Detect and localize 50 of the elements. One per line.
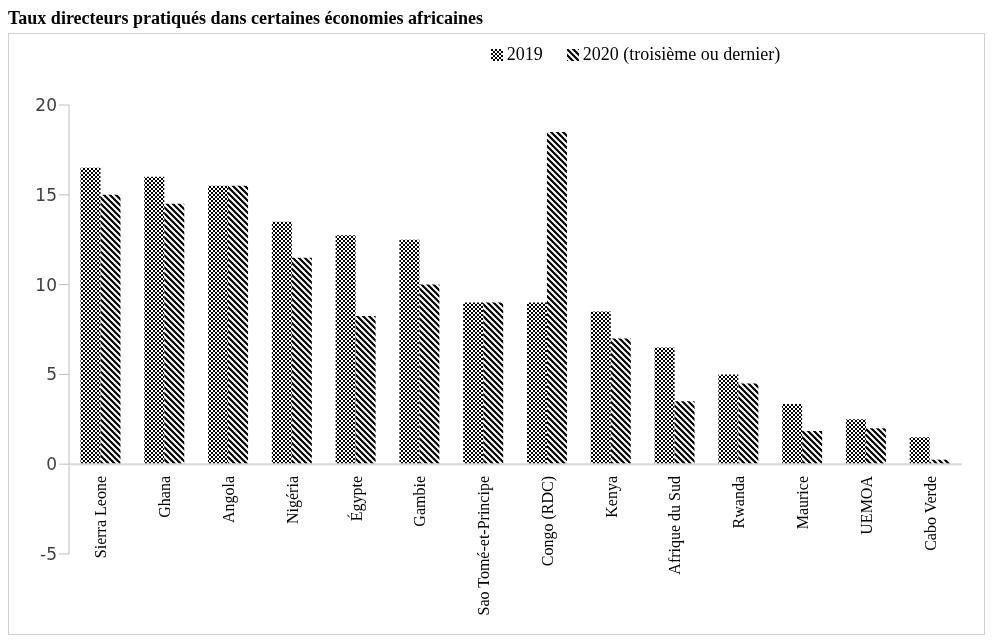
bar (208, 185, 229, 465)
bar (738, 383, 759, 465)
legend-label: 2019 (505, 44, 543, 65)
y-tick-label: 5 (46, 364, 57, 385)
bar (483, 302, 504, 465)
y-tick-label: 0 (46, 454, 57, 475)
bar (865, 428, 886, 465)
x-tick-label: UEMOA (857, 475, 875, 535)
bar (654, 347, 675, 465)
bar (546, 131, 567, 465)
bar (845, 419, 866, 465)
x-tick-label: Égypte (346, 476, 366, 522)
bar (590, 311, 611, 465)
bar (80, 167, 101, 465)
x-tick-label: Ghana (156, 476, 174, 518)
bar (718, 374, 739, 465)
x-tick-label: Gambie (411, 476, 429, 527)
bar (463, 302, 484, 465)
legend-label: 2020 (troisième ou dernier) (581, 44, 781, 65)
x-tick-label: Sao Tomé-et-Principe (475, 476, 494, 616)
bar (610, 338, 631, 465)
bar (100, 194, 121, 465)
bar (782, 404, 803, 465)
chart-title: Taux directeurs pratiqués dans certaines économies africaines (8, 8, 484, 29)
bar (164, 203, 185, 465)
x-tick-label: Rwanda (730, 476, 748, 529)
x-tick-label: Sierra Leone (92, 476, 110, 559)
bar (228, 185, 249, 465)
bar (526, 302, 547, 465)
bar (909, 437, 930, 465)
bar (399, 239, 420, 465)
x-tick-label: Afrique du Sud (666, 476, 685, 575)
x-tick-label: Maurice (794, 476, 812, 530)
y-tick-label: -5 (40, 544, 57, 565)
x-tick-label: Angola (219, 476, 238, 524)
bar (144, 176, 165, 465)
bar (674, 401, 695, 465)
y-tick-label: 20 (35, 95, 57, 116)
bar (335, 235, 356, 465)
x-tick-label: Cabo Verde (921, 476, 939, 551)
y-tick-label: 10 (35, 274, 57, 295)
x-tick-label: Kenya (602, 476, 621, 518)
x-tick-label: Nigéria (283, 476, 302, 524)
bar (271, 221, 292, 465)
bar (419, 284, 440, 465)
bar (291, 257, 312, 465)
y-tick-label: 15 (35, 184, 57, 205)
x-tick-label: Congo (RDC) (538, 476, 557, 567)
bar (802, 430, 823, 465)
bar (355, 316, 376, 465)
